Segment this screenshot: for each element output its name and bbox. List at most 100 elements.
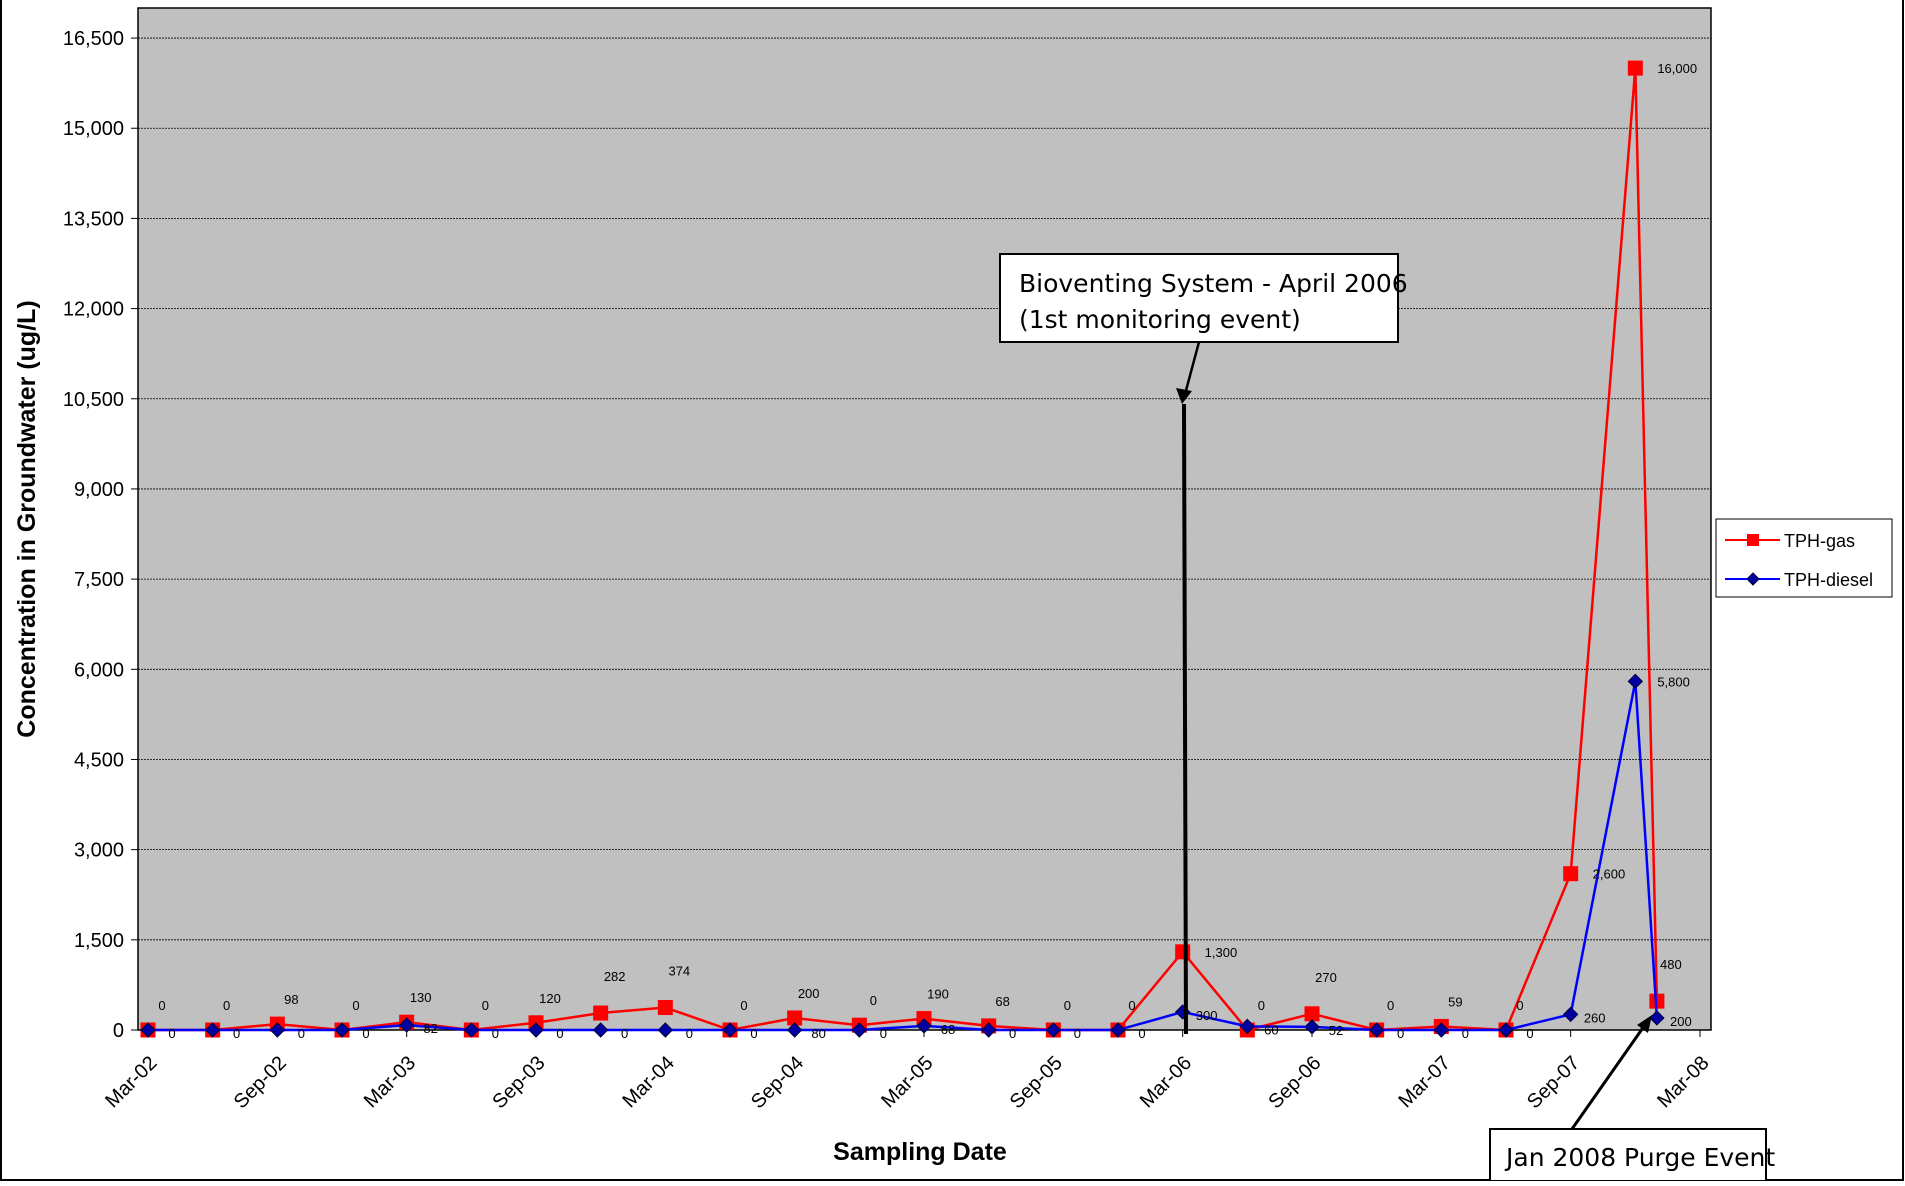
legend-tph-diesel-marker — [1746, 572, 1760, 586]
point-tph-diesel — [722, 1022, 738, 1038]
legend-tph-diesel-label: TPH-diesel — [1784, 570, 1873, 590]
annotation-bioventing-arrow — [1182, 341, 1201, 399]
data-label-tph-gas: 282 — [604, 969, 626, 984]
point-tph-diesel — [1627, 673, 1644, 690]
data-label-tph-diesel: 0 — [233, 1026, 240, 1041]
data-label-tph-diesel: 0 — [750, 1026, 757, 1041]
point-tph-gas — [1304, 1006, 1320, 1022]
point-tph-diesel — [528, 1022, 544, 1038]
y-tick-label: 9,000 — [74, 479, 124, 501]
legend-item-tph-gas: TPH-gas — [1725, 531, 1855, 551]
point-tph-diesel — [334, 1022, 350, 1038]
data-label-tph-gas: 0 — [223, 998, 230, 1013]
data-label-tph-gas: 480 — [1660, 957, 1682, 972]
gridlines — [138, 37, 1711, 941]
point-tph-diesel — [1045, 1022, 1062, 1038]
y-tick-label: 13,500 — [63, 208, 124, 230]
point-tph-diesel — [1110, 1022, 1126, 1038]
data-label-tph-gas: 0 — [1258, 998, 1265, 1013]
point-tph-gas — [1563, 866, 1579, 882]
data-label-tph-diesel: 0 — [1526, 1026, 1533, 1041]
data-label-tph-gas: 0 — [482, 998, 489, 1013]
legend-item-tph-diesel: TPH-diesel — [1725, 570, 1873, 590]
y-tick-label: 12,000 — [63, 299, 124, 321]
data-label-tph-gas: 0 — [1516, 998, 1523, 1013]
data-label-tph-gas: 0 — [158, 998, 165, 1013]
y-tick-label: 10,500 — [63, 389, 124, 411]
data-label-tph-gas: 374 — [668, 964, 690, 979]
annotation-purge-text: Jan 2008 Purge Event — [1504, 1143, 1775, 1172]
annotation-bioventing-pointer — [1182, 403, 1188, 1035]
point-tph-gas — [593, 1005, 609, 1021]
legend: TPH-gas TPH-diesel — [1715, 518, 1893, 598]
point-tph-diesel — [140, 1022, 156, 1038]
data-label-tph-gas: 0 — [1128, 998, 1135, 1013]
data-label-tph-diesel: 200 — [1670, 1014, 1692, 1029]
point-tph-diesel — [786, 1022, 803, 1038]
data-label-tph-diesel: 60 — [1264, 1022, 1278, 1037]
data-label-tph-gas: 0 — [1064, 998, 1071, 1013]
x-axis-title: Sampling Date — [833, 1138, 1007, 1166]
data-label-tph-gas: 16,000 — [1657, 61, 1697, 76]
data-label-tph-diesel: 0 — [621, 1026, 628, 1041]
legend-box — [1715, 518, 1893, 598]
legend-tph-gas-label: TPH-gas — [1784, 531, 1855, 551]
y-axis: 0 1,500 3,000 4,500 6,000 7,500 9,000 10,500 12,… — [63, 28, 138, 1042]
y-tick-label: 16,500 — [63, 28, 124, 50]
annotation-bioventing: Bioventing System - April 2006 (1st moni… — [999, 253, 1408, 1035]
y-tick-label: 7,500 — [74, 569, 124, 591]
point-tph-diesel — [916, 1018, 932, 1034]
point-tph-diesel — [204, 1022, 221, 1038]
data-label-tph-diesel: 0 — [686, 1026, 693, 1041]
y-tick-label: 0 — [113, 1020, 124, 1042]
point-tph-diesel — [1562, 1006, 1579, 1023]
data-label-tph-diesel: 68 — [941, 1022, 955, 1037]
data-label-tph-gas: 0 — [1387, 998, 1394, 1013]
data-label-tph-gas: 59 — [1448, 994, 1462, 1009]
annotation-bioventing-arrowhead — [1176, 388, 1192, 404]
data-label-tph-gas: 0 — [740, 998, 747, 1013]
data-label-tph-diesel: 0 — [1397, 1026, 1404, 1041]
data-label-tph-diesel: 82 — [423, 1021, 437, 1036]
point-tph-diesel — [657, 1022, 674, 1038]
data-label-tph-diesel: 0 — [1138, 1026, 1145, 1041]
point-tph-gas — [1175, 944, 1191, 960]
point-tph-diesel — [592, 1022, 609, 1038]
y-axis-title: Concentration in Groundwater (ug/L) — [13, 300, 41, 737]
data-label-tph-gas: 0 — [352, 998, 359, 1013]
data-label-tph-diesel: 0 — [492, 1026, 499, 1041]
point-tph-diesel — [269, 1022, 286, 1038]
y-tick-label: 3,000 — [74, 840, 124, 862]
data-label-tph-gas: 68 — [995, 994, 1009, 1009]
point-tph-diesel — [1498, 1022, 1514, 1038]
data-label-tph-diesel: 0 — [298, 1026, 305, 1041]
point-tph-diesel — [1433, 1022, 1450, 1038]
point-tph-diesel — [980, 1022, 997, 1038]
annotation-bioventing-box — [999, 253, 1399, 343]
y-tick-label: 1,500 — [74, 930, 124, 952]
data-label-tph-gas: 270 — [1315, 970, 1337, 985]
data-label-tph-diesel: 0 — [556, 1026, 563, 1041]
data-label-tph-diesel: 0 — [168, 1026, 175, 1041]
data-label-tph-diesel: 0 — [362, 1026, 369, 1041]
annotation-purge: Jan 2008 Purge Event — [1489, 1015, 1775, 1182]
point-tph-gas — [657, 1000, 673, 1016]
point-tph-diesel — [463, 1022, 480, 1038]
data-label-tph-diesel: 80 — [811, 1026, 825, 1041]
data-label-tph-gas: 1,300 — [1205, 945, 1238, 960]
annotation-bioventing-line2: (1st monitoring event) — [1019, 305, 1301, 334]
y-tick-label: 6,000 — [74, 659, 124, 681]
data-label-tph-diesel: 52 — [1329, 1023, 1343, 1038]
legend-tph-gas-marker — [1747, 534, 1759, 546]
annotation-bioventing-line1: Bioventing System - April 2006 — [1019, 269, 1408, 298]
point-tph-gas — [787, 1010, 803, 1026]
data-label-tph-diesel: 0 — [1462, 1026, 1469, 1041]
data-label-tph-diesel: 0 — [1074, 1026, 1081, 1041]
point-tph-gas — [1627, 60, 1643, 76]
data-label-tph-gas: 130 — [410, 990, 432, 1005]
data-label-tph-diesel: 0 — [1009, 1026, 1016, 1041]
y-tick-label: 4,500 — [74, 749, 124, 771]
point-tph-diesel — [851, 1022, 868, 1038]
